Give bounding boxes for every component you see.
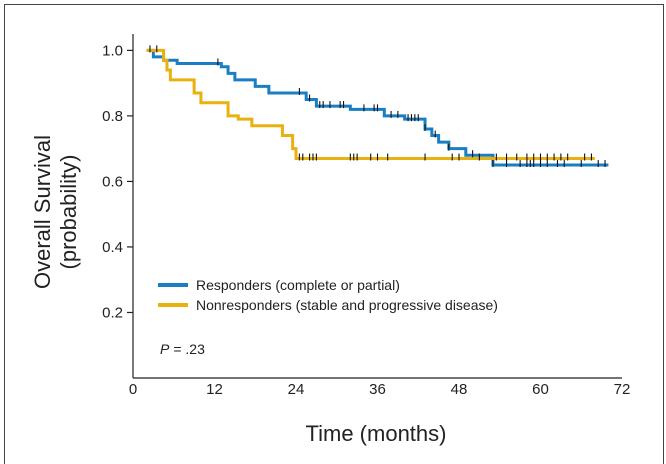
x-axis-title: Time (months) xyxy=(306,421,447,446)
km-chart: 0.2 0.4 0.6 0.8 1.0 0 12 24 36 48 60 72 Time (mont… xyxy=(30,34,631,446)
p-value-annotation: P = .23 xyxy=(160,341,205,357)
p-value: = .23 xyxy=(173,341,205,357)
legend-label-nonresponders: Nonresponders (stable and progressive di… xyxy=(196,297,498,313)
y-axis-title-line2: (probability) xyxy=(56,155,81,270)
censor-marks xyxy=(149,45,606,168)
legend: Responders (complete or partial) Nonresp… xyxy=(158,277,498,313)
survival-curves xyxy=(146,48,609,167)
x-tick-label: 12 xyxy=(206,381,223,398)
y-axis-title-line1: Overall Survival xyxy=(30,135,55,289)
x-tick-label: 60 xyxy=(532,381,549,398)
y-tick-label: 0.6 xyxy=(102,173,123,190)
y-tick-label: 0.8 xyxy=(102,108,123,125)
x-tick-label: 36 xyxy=(369,381,386,398)
x-tick-label: 48 xyxy=(451,381,468,398)
x-tick-label: 0 xyxy=(129,381,137,398)
legend-label-responders: Responders (complete or partial) xyxy=(196,277,400,293)
p-label: P xyxy=(160,341,170,357)
axes xyxy=(132,34,622,379)
series-line-1 xyxy=(146,48,595,160)
y-tick-label: 0.4 xyxy=(102,239,123,256)
figure-frame xyxy=(4,4,664,464)
x-ticks: 0 12 24 36 48 60 72 xyxy=(129,381,631,398)
y-tick-label: 1.0 xyxy=(102,42,123,59)
y-ticks: 0.2 0.4 0.6 0.8 1.0 xyxy=(102,42,133,321)
x-tick-label: 24 xyxy=(288,381,305,398)
y-tick-label: 0.2 xyxy=(102,304,123,321)
series-line-0 xyxy=(146,48,609,167)
x-tick-label: 72 xyxy=(614,381,631,398)
